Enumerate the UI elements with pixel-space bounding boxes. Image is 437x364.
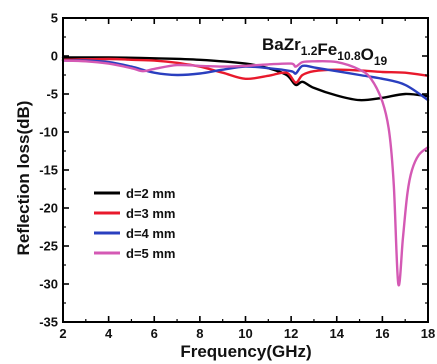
x-tick-label: 10 (238, 326, 252, 341)
y-tick-label: -35 (39, 315, 58, 330)
title-subscript: 1.2 (301, 44, 318, 58)
x-tick-label: 8 (196, 326, 203, 341)
y-tick-label: -10 (39, 125, 58, 140)
x-tick-label: 4 (105, 326, 113, 341)
y-tick-label: 5 (51, 11, 58, 26)
y-tick-label: -25 (39, 239, 58, 254)
x-tick-label: 18 (421, 326, 435, 341)
axes-layer: 2 4 6 8 10 12 14 16 18 5 0 -5 -10 -15 -20 -25 -30 -35 (39, 11, 435, 342)
y-tick-label: -15 (39, 163, 58, 178)
x-tick-label: 6 (151, 326, 158, 341)
title-part: Fe (317, 40, 337, 59)
legend-label: d=4 mm (126, 226, 176, 241)
x-axis-title: Frequency(GHz) (180, 342, 311, 361)
title-part: O (361, 45, 374, 64)
plot-layer (61, 56, 430, 287)
legend: d=2 mm d=3 mm d=4 mm d=5 mm (94, 186, 176, 261)
x-tick-label: 12 (284, 326, 298, 341)
title-subscript: 19 (374, 54, 388, 68)
series-line-d4mm (61, 59, 430, 102)
y-tick-label: -30 (39, 277, 58, 292)
y-axis-title: Reflection loss(dB) (14, 101, 33, 256)
x-tick-label: 16 (375, 326, 389, 341)
y-tick-label: -20 (39, 201, 58, 216)
x-tick-label: 14 (330, 326, 345, 341)
y-tick-label: 0 (51, 49, 58, 64)
series-line-d5mm (61, 59, 430, 287)
x-tick-label: 2 (59, 326, 66, 341)
legend-label: d=5 mm (126, 246, 176, 261)
series-line-d2mm (61, 56, 430, 102)
legend-label: d=3 mm (126, 206, 176, 221)
legend-label: d=2 mm (126, 186, 176, 201)
title-part: BaZr (262, 35, 301, 54)
y-tick-label: -5 (46, 87, 58, 102)
title-subscript: 10.8 (337, 49, 361, 63)
chart-title: BaZr1.2Fe10.8O19 (262, 35, 388, 68)
